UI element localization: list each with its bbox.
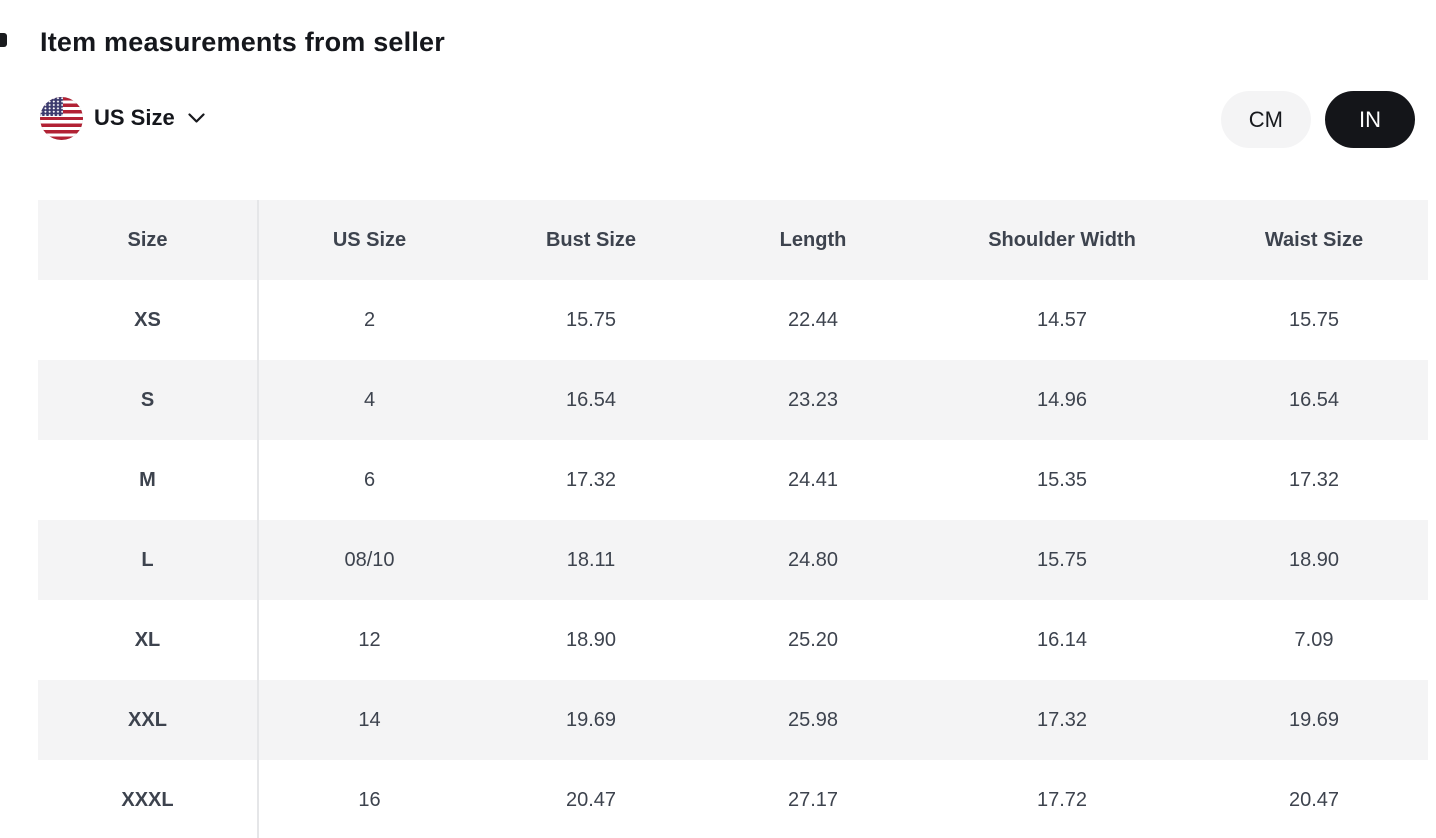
- length-cell: 25.20: [787, 628, 839, 651]
- bust-size-cell: 18.11: [480, 520, 702, 600]
- waist-size-cell: 7.09: [1294, 628, 1334, 651]
- us-size-cell: 14: [258, 680, 480, 760]
- table-row: L 08/10 18.11 24.80 15.75 18.90: [38, 520, 1428, 600]
- size-cell: XL: [38, 600, 259, 680]
- us-flag-icon: [40, 96, 83, 140]
- bust-size-cell: 18.90: [565, 628, 617, 651]
- bust-size-cell: 19.69: [480, 680, 702, 760]
- waist-size-cell: 15.75: [1288, 308, 1340, 331]
- shoulder-width-cell: 14.57: [1036, 308, 1088, 331]
- size-cell: S: [38, 360, 259, 440]
- table-row: XS 2 15.75 22.44 14.57 15.75: [38, 280, 1428, 360]
- size-cell: M: [38, 440, 259, 520]
- waist-size-cell: 18.90: [1200, 520, 1428, 600]
- column-header-size: Size: [38, 200, 259, 280]
- cm-button[interactable]: CM: [1220, 91, 1311, 148]
- size-cell: XXXL: [38, 760, 259, 838]
- shoulder-width-cell: 17.72: [1036, 788, 1088, 811]
- length-cell: 22.44: [787, 308, 839, 331]
- clipped-edge-artifact: [0, 33, 7, 47]
- waist-size-cell: 16.54: [1200, 360, 1428, 440]
- shoulder-width-cell: 17.32: [924, 680, 1200, 760]
- size-selector-label: US Size: [94, 105, 175, 130]
- bust-size-cell: 17.32: [565, 468, 617, 491]
- size-cell: XS: [38, 280, 259, 360]
- size-cell: L: [38, 520, 259, 600]
- size-cell: XXL: [38, 680, 259, 760]
- column-header-bust-size: Bust Size: [480, 200, 702, 280]
- column-header-waist-size: Waist Size: [1200, 200, 1428, 280]
- table-row: XXXL 16 20.47 27.17 17.72 20.47: [38, 760, 1428, 838]
- table-row: S 4 16.54 23.23 14.96 16.54: [38, 360, 1428, 440]
- us-size-cell: 6: [363, 468, 376, 491]
- bust-size-cell: 16.54: [480, 360, 702, 440]
- in-button[interactable]: IN: [1325, 91, 1415, 148]
- bust-size-cell: 15.75: [565, 308, 617, 331]
- length-cell: 25.98: [702, 680, 924, 760]
- shoulder-width-cell: 16.14: [1036, 628, 1088, 651]
- shoulder-width-cell: 15.35: [1036, 468, 1088, 491]
- us-size-cell: 08/10: [258, 520, 480, 600]
- shoulder-width-cell: 15.75: [924, 520, 1200, 600]
- chevron-down-icon: [188, 112, 205, 124]
- waist-size-cell: 19.69: [1200, 680, 1428, 760]
- us-size-cell: 16: [358, 788, 381, 811]
- length-cell: 27.17: [787, 788, 839, 811]
- bust-size-cell: 20.47: [565, 788, 617, 811]
- table-row: M 6 17.32 24.41 15.35 17.32: [38, 440, 1428, 520]
- us-size-cell: 12: [358, 628, 381, 651]
- size-system-selector[interactable]: US Size: [40, 96, 205, 140]
- waist-size-cell: 17.32: [1288, 468, 1340, 491]
- column-header-length: Length: [702, 200, 924, 280]
- column-header-us-size: US Size: [258, 200, 480, 280]
- waist-size-cell: 20.47: [1288, 788, 1340, 811]
- table-header-row: Size US Size Bust Size Length Shoulder W…: [38, 200, 1428, 280]
- measurements-table: Size US Size Bust Size Length Shoulder W…: [38, 200, 1428, 838]
- us-size-cell: 2: [363, 308, 376, 331]
- shoulder-width-cell: 14.96: [924, 360, 1200, 440]
- table-row: XXL 14 19.69 25.98 17.32 19.69: [38, 680, 1428, 760]
- table-row: XL 12 18.90 25.20 16.14 7.09: [38, 600, 1428, 680]
- length-cell: 23.23: [702, 360, 924, 440]
- us-size-cell: 4: [258, 360, 480, 440]
- unit-toggle: CM IN: [1220, 91, 1415, 148]
- length-cell: 24.80: [702, 520, 924, 600]
- page-title: Item measurements from seller: [40, 27, 445, 57]
- length-cell: 24.41: [787, 468, 839, 491]
- column-header-shoulder-width: Shoulder Width: [924, 200, 1200, 280]
